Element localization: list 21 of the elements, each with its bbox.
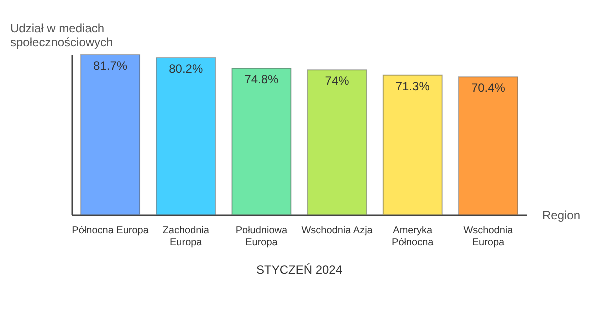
x-tick-label: Wschodnia Azja	[302, 226, 374, 236]
x-tick-label: Zachodnia Europa	[162, 226, 210, 248]
text: STYCZEŃ 2024	[256, 263, 343, 277]
data-label: 81.7%	[94, 59, 128, 73]
bar	[307, 70, 368, 216]
bar	[458, 76, 518, 216]
x-axis-title: Region	[542, 208, 581, 222]
x-tick-label: Ameryka Północna	[392, 226, 434, 248]
data-label: 70.4%	[471, 81, 506, 96]
data-label: 71.3%	[396, 79, 430, 94]
y-axis-title: Udział w mediach społecznościowych	[10, 22, 114, 50]
x-tick-label: Południowa Europa	[236, 226, 288, 248]
bar	[80, 54, 141, 216]
data-label: 74.8%	[244, 72, 280, 87]
x-tick-label: Północna Europa	[72, 226, 150, 236]
bar	[232, 68, 292, 216]
bar	[156, 57, 216, 216]
data-label: 74%	[325, 74, 350, 88]
bar	[382, 74, 443, 216]
data-label: 80.2%	[169, 62, 204, 76]
x-tick-label: Wschodnia Europa	[464, 226, 514, 248]
